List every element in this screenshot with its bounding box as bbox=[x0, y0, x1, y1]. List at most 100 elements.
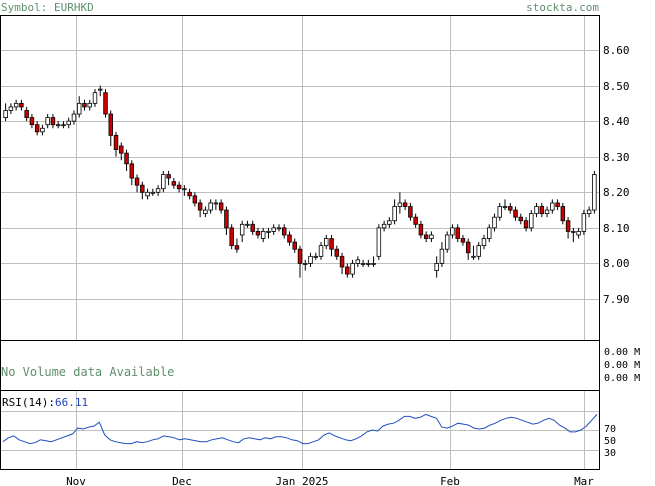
candle-body bbox=[140, 184, 145, 193]
candle bbox=[376, 224, 382, 260]
candle-body bbox=[203, 209, 208, 215]
candle-body bbox=[487, 227, 492, 239]
candle bbox=[234, 238, 240, 253]
candle bbox=[481, 234, 487, 250]
candle-body bbox=[529, 213, 534, 229]
candle-body bbox=[182, 188, 187, 191]
rsi-panel: RSI(14):66.11 70 50 30 bbox=[0, 390, 616, 470]
candle-body bbox=[423, 234, 429, 239]
candle bbox=[366, 259, 371, 267]
rsi-line bbox=[2, 413, 598, 445]
price-tick-label: 8.10 bbox=[603, 222, 630, 235]
candle-body bbox=[329, 238, 334, 250]
candle-body bbox=[418, 223, 424, 236]
candle bbox=[487, 224, 492, 243]
x-tick-label: Mar bbox=[574, 475, 594, 486]
candle bbox=[71, 110, 77, 125]
candle-body bbox=[308, 255, 313, 264]
candle-body bbox=[82, 102, 87, 108]
candle-body bbox=[113, 134, 119, 151]
candle-body bbox=[303, 263, 308, 265]
candle-body bbox=[565, 220, 571, 232]
price-panel: 8.60 8.50 8.40 8.30 8.20 8.10 8.00 7.90 bbox=[0, 15, 630, 341]
candle-body bbox=[239, 223, 245, 236]
candle bbox=[381, 220, 387, 232]
candle-body bbox=[255, 231, 261, 236]
candle bbox=[297, 245, 303, 278]
candle-body bbox=[87, 102, 92, 108]
candle bbox=[408, 202, 413, 221]
price-tick-label: 8.60 bbox=[603, 44, 630, 57]
candle-body bbox=[192, 195, 198, 204]
candle bbox=[571, 227, 576, 243]
candle bbox=[429, 231, 434, 243]
candle bbox=[502, 199, 508, 211]
candle-body bbox=[55, 124, 61, 127]
candle bbox=[560, 202, 566, 225]
volume-axis-label-1: 0.00 M bbox=[604, 347, 640, 358]
candle bbox=[239, 220, 245, 243]
candle-body bbox=[339, 255, 345, 268]
candle bbox=[187, 188, 192, 200]
candle bbox=[245, 220, 250, 228]
candle-body bbox=[523, 220, 529, 229]
candle-body bbox=[119, 145, 124, 154]
candle bbox=[329, 234, 334, 257]
candle-body bbox=[61, 124, 66, 127]
price-panel-frame bbox=[0, 15, 600, 341]
candle-body bbox=[145, 191, 150, 197]
candle-body bbox=[476, 245, 481, 257]
candle-body bbox=[534, 206, 539, 215]
candle bbox=[444, 231, 450, 253]
price-tick-label: 7.90 bbox=[603, 293, 630, 306]
candle bbox=[134, 174, 140, 193]
candle-body bbox=[34, 124, 40, 133]
candle bbox=[523, 217, 529, 232]
candle bbox=[276, 224, 282, 232]
candle-body bbox=[334, 248, 340, 257]
candle-body bbox=[324, 238, 329, 247]
volume-panel-frame bbox=[0, 340, 600, 391]
candle bbox=[360, 259, 366, 267]
candle-body bbox=[581, 213, 587, 232]
candle bbox=[292, 238, 297, 253]
candle bbox=[418, 220, 424, 239]
candle bbox=[92, 89, 98, 107]
x-tick-label: Dec bbox=[172, 475, 192, 486]
candle-body bbox=[271, 227, 276, 232]
candle bbox=[66, 117, 71, 129]
candle bbox=[476, 242, 481, 260]
candle-body bbox=[450, 227, 455, 236]
rsi-value: 66.11 bbox=[55, 396, 88, 409]
candle-body bbox=[544, 209, 550, 215]
candle-body bbox=[50, 117, 56, 126]
candle bbox=[61, 121, 66, 129]
candle bbox=[508, 202, 513, 214]
candle-body bbox=[518, 216, 524, 222]
candle bbox=[166, 170, 171, 186]
volume-axis-label-2: 0.00 M bbox=[604, 360, 640, 371]
candle bbox=[497, 202, 502, 221]
candle bbox=[192, 192, 198, 207]
candle bbox=[392, 199, 397, 225]
candle bbox=[318, 242, 324, 260]
candle bbox=[34, 121, 40, 136]
candle bbox=[182, 185, 187, 196]
candle bbox=[150, 188, 156, 196]
candle-body bbox=[481, 238, 487, 247]
candle bbox=[203, 206, 208, 218]
candle bbox=[529, 210, 534, 232]
candle bbox=[103, 89, 108, 118]
candle-body bbox=[266, 231, 271, 233]
candle-body bbox=[234, 245, 240, 250]
candle bbox=[19, 99, 24, 111]
candle-body bbox=[444, 234, 450, 250]
candle bbox=[460, 234, 466, 246]
candle bbox=[308, 252, 313, 267]
candle-body bbox=[224, 209, 229, 229]
candle bbox=[465, 238, 471, 260]
candle bbox=[176, 181, 182, 193]
candle-body bbox=[292, 241, 297, 250]
rsi-label-text: RSI(14): bbox=[2, 396, 55, 409]
